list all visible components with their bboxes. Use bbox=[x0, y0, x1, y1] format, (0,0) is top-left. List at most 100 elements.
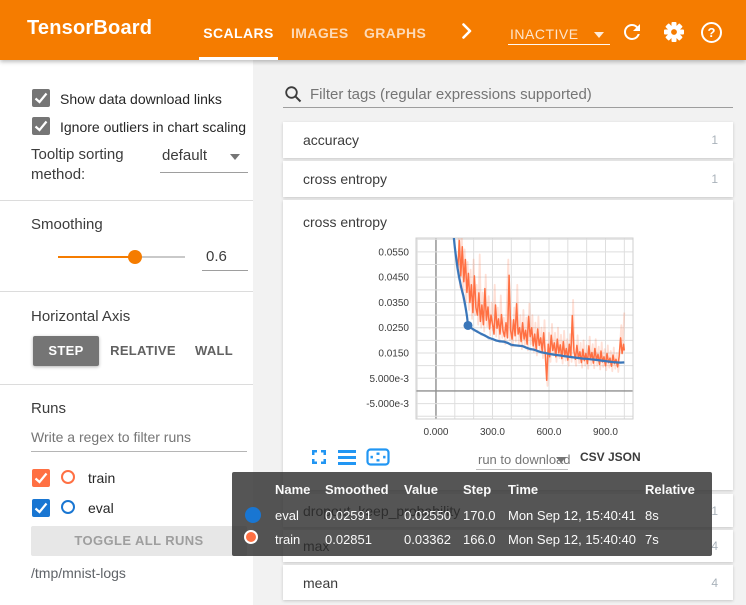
chart-card bbox=[283, 200, 733, 490]
svg-text:0.0350: 0.0350 bbox=[378, 298, 409, 309]
settings-sidebar: Show data download links Ignore outliers… bbox=[0, 60, 253, 605]
tooltip-value: 0.03362 bbox=[404, 532, 451, 547]
tooltip-value: 0.02550 bbox=[404, 508, 451, 523]
tooltip-relative: 8s bbox=[645, 508, 659, 523]
log-directory: /tmp/mnist-logs bbox=[31, 565, 126, 581]
run-to-download-underline bbox=[476, 469, 568, 470]
svg-text:0.000: 0.000 bbox=[423, 427, 448, 438]
tag-group-accuracy[interactable]: accuracy 1 bbox=[283, 122, 733, 158]
show-download-links-checkbox[interactable] bbox=[32, 89, 50, 107]
tooltip-sorting-underline bbox=[160, 172, 248, 173]
svg-text:5.000e-3: 5.000e-3 bbox=[370, 374, 410, 385]
filter-tags-input[interactable] bbox=[310, 83, 728, 105]
check-icon bbox=[34, 472, 48, 484]
chart-hover-tooltip: Name Smoothed Value Step Time Relative e… bbox=[232, 472, 712, 556]
ignore-outliers-label: Ignore outliers in chart scaling bbox=[60, 119, 246, 135]
tag-group-cross-entropy[interactable]: cross entropy 1 bbox=[283, 161, 733, 197]
smoothing-value-underline bbox=[202, 270, 248, 271]
refresh-icon[interactable] bbox=[620, 20, 644, 44]
tag-group-count: 1 bbox=[711, 503, 718, 518]
tooltip-run-name: train bbox=[275, 532, 301, 547]
tag-group-count: 1 bbox=[711, 133, 718, 147]
show-download-links-label: Show data download links bbox=[60, 91, 222, 107]
chevron-down-icon[interactable] bbox=[594, 32, 604, 38]
smoothing-slider-thumb[interactable] bbox=[128, 250, 142, 264]
axis-wall-button[interactable]: WALL bbox=[194, 343, 234, 358]
tooltip-header-smoothed: Smoothed bbox=[325, 482, 389, 497]
toggle-all-runs-button[interactable]: TOGGLE ALL RUNS bbox=[31, 526, 247, 556]
app-header: TensorBoard SCALARS IMAGES GRAPHS INACTI… bbox=[0, 0, 746, 60]
tooltip-run-name: eval bbox=[275, 508, 299, 523]
check-icon bbox=[34, 92, 48, 104]
horizontal-axis-label: Horizontal Axis bbox=[31, 308, 131, 325]
smoothing-label: Smoothing bbox=[31, 216, 103, 233]
tooltip-time: Mon Sep 12, 15:40:41 bbox=[508, 508, 636, 523]
tag-group-count: 1 bbox=[711, 172, 718, 186]
run-to-download-select[interactable]: run to download bbox=[478, 452, 571, 467]
smoothing-slider-fill bbox=[58, 256, 135, 258]
app-title: TensorBoard bbox=[27, 17, 153, 39]
run-train-radio[interactable] bbox=[61, 470, 75, 484]
log-axis-icon[interactable] bbox=[338, 450, 356, 465]
chevron-down-icon[interactable] bbox=[556, 457, 566, 463]
tooltip-step: 170.0 bbox=[463, 508, 496, 523]
tooltip-header-time: Time bbox=[508, 482, 539, 497]
svg-text:300.0: 300.0 bbox=[480, 427, 505, 438]
svg-text:900.0: 900.0 bbox=[593, 427, 618, 438]
tag-group-label: mean bbox=[303, 574, 339, 591]
run-eval-checkbox[interactable] bbox=[32, 499, 50, 517]
run-eval-radio[interactable] bbox=[61, 500, 75, 514]
chevron-right-icon[interactable] bbox=[462, 23, 472, 39]
axis-relative-button[interactable]: RELATIVE bbox=[110, 343, 176, 358]
status-select-underline bbox=[508, 44, 610, 45]
runs-label: Runs bbox=[31, 400, 67, 417]
tag-group-label: cross entropy bbox=[303, 171, 388, 187]
svg-text:0.0450: 0.0450 bbox=[378, 273, 409, 284]
tooltip-header-relative: Relative bbox=[645, 482, 695, 497]
settings-gear-icon[interactable] bbox=[662, 20, 686, 44]
tag-group-count: 4 bbox=[711, 539, 718, 553]
tooltip-header-value: Value bbox=[404, 482, 438, 497]
run-train-checkbox[interactable] bbox=[32, 469, 50, 487]
tag-group-mean[interactable]: mean 4 bbox=[283, 565, 733, 600]
run-train-label[interactable]: train bbox=[88, 470, 116, 486]
tag-group-label: accuracy bbox=[303, 132, 360, 148]
expand-chart-icon[interactable] bbox=[310, 448, 328, 466]
divider bbox=[0, 200, 253, 201]
tooltip-sorting-select[interactable]: default bbox=[162, 147, 208, 164]
runs-filter-input[interactable] bbox=[31, 426, 247, 448]
csv-download-link[interactable]: CSV bbox=[580, 450, 605, 464]
ignore-outliers-checkbox[interactable] bbox=[32, 117, 50, 135]
chart-title: cross entropy bbox=[303, 214, 388, 230]
smoothing-value[interactable]: 0.6 bbox=[206, 248, 227, 265]
svg-text:0.0550: 0.0550 bbox=[378, 247, 409, 258]
eval-series-dot bbox=[245, 507, 261, 523]
tab-images[interactable]: IMAGES bbox=[291, 25, 349, 41]
runs-filter-underline bbox=[31, 451, 247, 452]
svg-text:600.0: 600.0 bbox=[536, 427, 561, 438]
tooltip-relative: 7s bbox=[645, 532, 659, 547]
fit-domain-icon[interactable] bbox=[366, 448, 390, 466]
tooltip-time: Mon Sep 12, 15:40:40 bbox=[508, 532, 636, 547]
active-tab-underline bbox=[199, 57, 278, 60]
filter-tags-underline bbox=[283, 107, 733, 108]
status-select-value[interactable]: INACTIVE bbox=[510, 26, 579, 42]
tooltip-step: 166.0 bbox=[463, 532, 496, 547]
check-icon bbox=[34, 502, 48, 514]
tag-group-count: 4 bbox=[711, 575, 718, 590]
tooltip-sorting-label: Tooltip sorting method: bbox=[31, 146, 124, 183]
json-download-link[interactable]: JSON bbox=[608, 450, 641, 464]
cross-entropy-chart[interactable]: 0.0550 0.0450 0.0350 0.0250 0.0150 5.000e-3 -5… bbox=[335, 233, 645, 443]
tooltip-header-step: Step bbox=[463, 482, 492, 497]
chevron-down-icon[interactable] bbox=[230, 154, 240, 160]
tab-graphs[interactable]: GRAPHS bbox=[364, 25, 427, 41]
axis-step-button[interactable]: STEP bbox=[33, 336, 99, 366]
train-series-dot bbox=[244, 530, 258, 544]
svg-text:-5.000e-3: -5.000e-3 bbox=[366, 399, 409, 410]
svg-text:0.0150: 0.0150 bbox=[378, 349, 409, 360]
run-eval-label[interactable]: eval bbox=[88, 500, 114, 516]
help-icon[interactable]: ? bbox=[701, 22, 722, 43]
tab-scalars[interactable]: SCALARS bbox=[203, 25, 274, 41]
divider bbox=[0, 384, 253, 385]
divider bbox=[0, 291, 253, 292]
